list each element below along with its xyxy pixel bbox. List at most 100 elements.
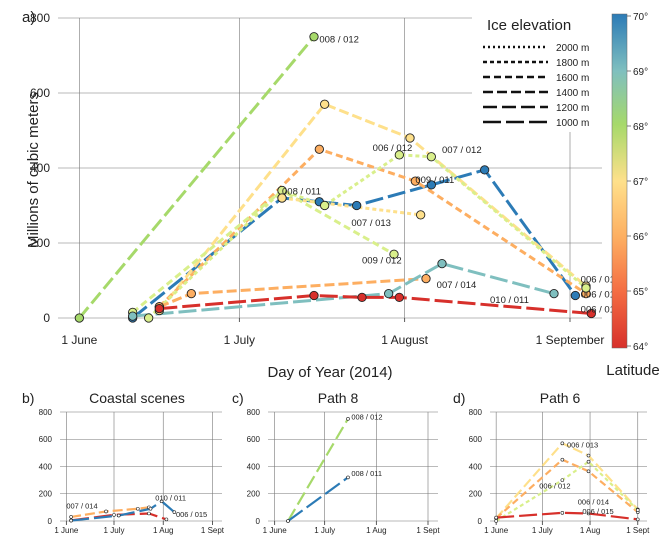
data-point	[389, 249, 399, 259]
panel-a-letter: a)	[22, 9, 35, 26]
series-line	[78, 35, 316, 319]
series-label: 008 / 012	[319, 34, 359, 45]
data-point	[352, 200, 362, 211]
y-tick-label: 800	[30, 11, 50, 25]
series-label: 007 / 014	[66, 502, 97, 511]
series-label: 006 / 015	[176, 510, 207, 519]
data-point	[277, 193, 287, 203]
series-label: 006 / 015	[581, 304, 621, 315]
y-tick-label: 800	[39, 408, 53, 417]
data-point	[586, 511, 591, 516]
y-axis-label: Millions of cubic meters	[25, 92, 42, 248]
legend-label: 1400 m	[556, 88, 589, 99]
series-label: 009 / 011	[415, 175, 454, 186]
data-point	[635, 508, 640, 512]
data-point	[421, 273, 431, 284]
plot-a: 0 200 400 600 800 1 June 1 July 1 August 1 Septe…	[30, 11, 620, 347]
data-point	[405, 133, 415, 143]
x-tick-label: 1 July	[224, 333, 255, 347]
y-tick-label: 600	[469, 435, 483, 444]
data-point	[147, 511, 151, 516]
y-tick-label: 800	[469, 408, 483, 417]
y-tick-label: 200	[39, 490, 53, 499]
data-point	[494, 519, 498, 523]
y-tick-label: 0	[256, 517, 261, 526]
legend-label: 1600 m	[556, 73, 589, 84]
colorbar-gradient	[611, 13, 628, 349]
legend-title: Ice elevation	[487, 17, 571, 34]
data-point	[154, 303, 164, 314]
series-line	[281, 196, 421, 217]
series-line	[159, 294, 592, 315]
series-label: 008 / 011	[282, 186, 321, 197]
x-tick-label: 1 July	[532, 526, 553, 535]
data-point	[394, 292, 404, 303]
legend-label: 1000 m	[556, 118, 589, 129]
data-point	[112, 513, 116, 517]
data-point	[560, 478, 565, 482]
y-tick-label: 0	[48, 517, 53, 526]
series-label: 010 / 011	[155, 494, 186, 503]
series-label: 007 / 014	[437, 280, 477, 291]
series-label: 010 / 011	[490, 295, 529, 306]
series-label: 006 / 013	[567, 440, 598, 449]
series-label: 006 / 012	[373, 143, 413, 154]
y-tick-label: 200	[30, 236, 50, 250]
y-tick-label: 800	[247, 408, 261, 417]
series-label: 006 / 012	[539, 481, 570, 490]
series-line	[495, 458, 639, 520]
legend-label: 1200 m	[556, 103, 589, 114]
colorbar-tick-label: 64°	[633, 342, 648, 353]
ice-elevation-legend: Ice elevation 2000 m 1800 m 1600 m 1400 m 12…	[472, 12, 602, 132]
colorbar-tick-label: 68°	[633, 122, 648, 133]
series-line	[70, 506, 150, 518]
x-tick-label: 1 Sept	[201, 526, 225, 535]
data-point	[314, 144, 324, 154]
x-tick-label: 1 July	[104, 526, 125, 535]
x-tick-label: 1 September	[536, 333, 605, 347]
data-point	[560, 511, 565, 515]
x-tick-label: 1 Sept	[416, 526, 440, 535]
x-tick-label: 1 July	[314, 526, 335, 535]
series-line	[496, 511, 638, 521]
y-tick-label: 600	[30, 86, 50, 100]
data-point	[309, 32, 319, 42]
colorbar-tick-label: 66°	[633, 232, 648, 243]
data-point	[116, 513, 121, 518]
data-point	[570, 290, 580, 301]
series-line	[147, 153, 587, 320]
y-tick-label: 200	[469, 490, 483, 499]
y-tick-label: 400	[247, 462, 261, 471]
data-point	[74, 313, 84, 323]
series-label: 008 / 011	[351, 469, 382, 478]
series-line	[287, 476, 349, 522]
data-point	[410, 176, 420, 186]
series-line	[70, 512, 167, 522]
latitude-colorbar: 70° 69° 68° 67° 66° 65° 64° Latitude	[606, 12, 659, 379]
data-point	[494, 515, 498, 520]
data-point	[346, 417, 350, 421]
data-point	[186, 288, 196, 299]
data-point	[549, 288, 559, 299]
data-point	[159, 499, 164, 504]
series-label: 006 / 014	[581, 289, 621, 300]
series-label: 007 / 013	[351, 218, 391, 229]
y-tick-label: 0	[43, 311, 50, 325]
data-point	[416, 210, 426, 220]
data-point	[136, 506, 140, 511]
data-point	[128, 311, 138, 321]
data-point	[586, 308, 596, 319]
colorbar-tick-label: 67°	[633, 177, 648, 188]
panel-b-title: Coastal scenes	[89, 390, 185, 406]
plot-b: 0 200 400 600 800 1 June 1 July 1 Aug 1 Sept 007 …	[39, 408, 225, 535]
x-tick-label: 1 Aug	[580, 526, 600, 535]
data-point	[581, 283, 591, 293]
y-tick-label: 400	[30, 161, 50, 175]
series-line	[132, 262, 555, 318]
series-line	[158, 147, 587, 308]
data-point	[560, 457, 565, 462]
data-point	[69, 518, 73, 523]
colorbar-tick-label: 70°	[633, 12, 648, 23]
data-point	[394, 150, 404, 160]
